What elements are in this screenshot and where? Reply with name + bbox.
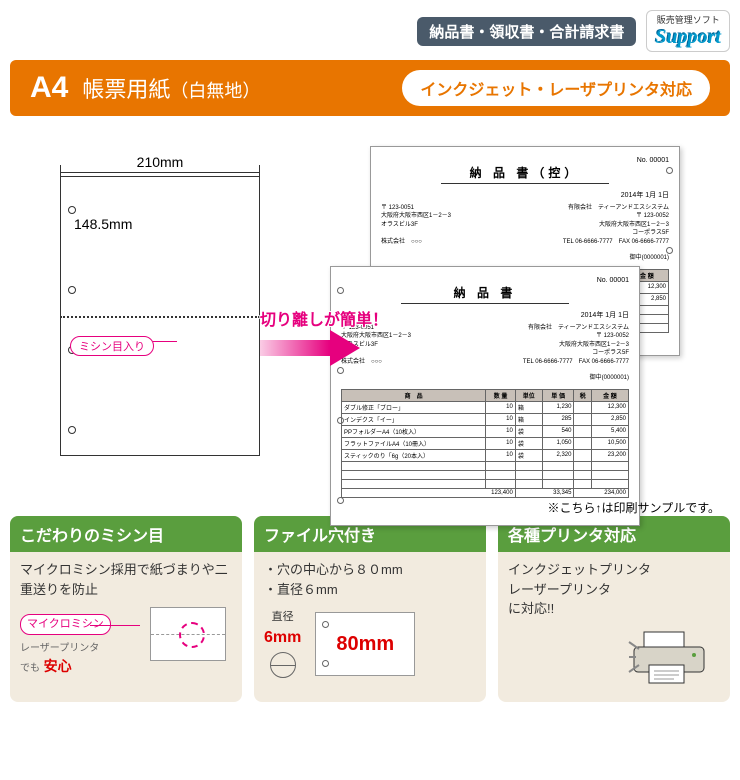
feature-hole: ファイル穴付き ・穴の中心から８０mm ・直径６mm 直径 6mm 80mm <box>254 516 486 702</box>
doc-table-2: 商 品数 量単位単 価税金 額 ダブル修正「ブロー」10箱1,23012,300… <box>341 389 629 498</box>
hole-icon <box>68 286 76 294</box>
support-text: Support <box>655 26 721 48</box>
doc-no: No. 00001 <box>381 157 669 164</box>
highlight-circle-icon <box>179 622 205 648</box>
arrow-icon <box>90 625 140 626</box>
arrow-label: 切り離しが簡単！ <box>260 306 388 330</box>
hole-icon <box>337 367 344 374</box>
doc-title: 納 品 書 <box>401 284 569 304</box>
perforation-line <box>60 316 260 318</box>
paper-diagram: 210mm 148.5mm ミシン目入り <box>40 136 290 496</box>
hole-icon <box>322 621 329 628</box>
sample-note: ※こちら↑は印刷サンプルです。 <box>548 499 720 516</box>
title-main: A4 <box>30 71 68 105</box>
micro-box <box>150 607 226 661</box>
feature-perforation: こだわりのミシン目 マイクロミシン採用で紙づまりや二重送りを防止 マイクロミシン… <box>10 516 242 702</box>
title-pill: インクジェット・レーザプリンタ対応 <box>402 70 710 106</box>
hole-icon <box>68 426 76 434</box>
feature-printer: 各種プリンタ対応 インクジェットプリンタ レーザープリンタ に対応!! <box>498 516 730 702</box>
doc-date: 2014年 1月 1日 <box>381 190 669 200</box>
hole-icon <box>666 167 673 174</box>
support-small: 販売管理ソフト <box>655 13 721 26</box>
header-row: 納品書・領収書・合計請求書 販売管理ソフト Support <box>10 10 730 52</box>
arrow-icon <box>260 330 360 366</box>
arrow-callout: 切り離しが簡単！ <box>260 306 388 366</box>
feature-body: インクジェットプリンタ レーザープリンタ に対応!! <box>508 560 720 619</box>
perforation-label: ミシン目入り <box>70 336 154 356</box>
hole-circle-icon <box>270 652 296 678</box>
hole-icon <box>322 660 329 667</box>
hole-icon <box>337 287 344 294</box>
feature-row: こだわりのミシン目 マイクロミシン採用で紙づまりや二重送りを防止 マイクロミシン… <box>10 516 730 702</box>
title-sub: 帳票用紙 <box>82 77 170 102</box>
feature-body: マイクロミシン採用で紙づまりや二重送りを防止 <box>20 560 232 599</box>
micro-diagram: マイクロミシン レーザープリンタ でも 安心 <box>20 607 232 677</box>
doc-no: No. 00001 <box>341 277 629 284</box>
dim-width: 210mm <box>60 154 260 170</box>
support-logo: 販売管理ソフト Support <box>646 10 730 52</box>
doc-title: 納 品 書（控） <box>441 164 609 184</box>
hole-icon <box>337 417 344 424</box>
title-small: （白無地） <box>170 81 260 101</box>
main-area: 210mm 148.5mm ミシン目入り 切り離しが簡単！ No. 00001 … <box>10 136 730 496</box>
feature-title: こだわりのミシン目 <box>10 516 242 552</box>
doc-address: 〒 123-0051 大阪府大阪市西区1－2－3 オラスビル3F 株式会社 ○○… <box>381 204 669 263</box>
sample-doc-2: No. 00001 納 品 書 2014年 1月 1日 〒 123-0051 大… <box>330 266 640 526</box>
hole-diagram: 直径 6mm 80mm <box>264 609 476 680</box>
hole-box-diagram: 80mm <box>315 612 415 676</box>
title-bar: A4 帳票用紙（白無地） インクジェット・レーザプリンタ対応 <box>10 60 730 116</box>
hole-icon <box>68 206 76 214</box>
header-badge: 納品書・領収書・合計請求書 <box>417 17 636 46</box>
hole-icon <box>337 497 344 504</box>
hole-icon <box>666 247 673 254</box>
dim-height: 148.5mm <box>74 216 132 232</box>
printer-icon <box>508 627 720 693</box>
